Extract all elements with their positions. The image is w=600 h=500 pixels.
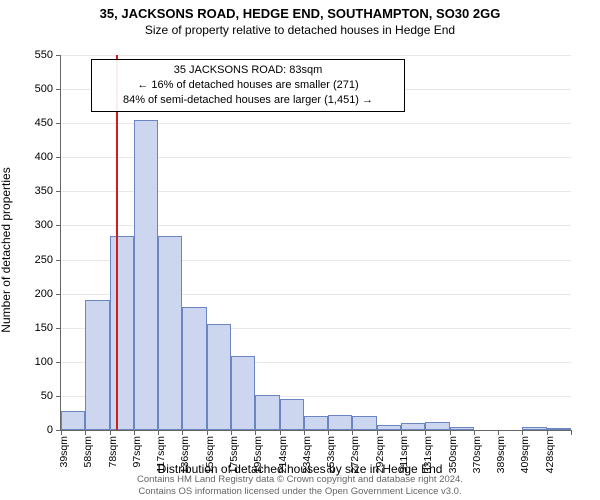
histogram-bar [377,425,401,430]
x-tick [280,430,281,435]
footer-attribution: Contains HM Land Registry data © Crown c… [0,474,600,498]
histogram-bar [231,356,255,430]
x-tick [328,430,329,435]
x-tick [61,430,62,435]
y-tick-label: 300 [35,219,61,231]
histogram-bar [352,416,376,430]
x-tick [352,430,353,435]
y-tick-label: 150 [35,322,61,334]
y-tick-label: 550 [35,49,61,61]
histogram-bar [255,395,279,430]
y-tick-label: 0 [47,424,61,436]
histogram-bar [110,236,134,430]
y-tick-label: 50 [41,390,61,402]
histogram-bar [450,427,474,430]
histogram-bar [280,399,304,430]
annotation-line: 84% of semi-detached houses are larger (… [98,93,398,108]
histogram-bar [522,427,546,430]
annotation-box: 35 JACKSONS ROAD: 83sqm← 16% of detached… [91,59,405,112]
x-tick [474,430,475,435]
x-tick [255,430,256,435]
histogram-bar [328,415,352,430]
x-tick [571,430,572,435]
page-subtitle: Size of property relative to detached ho… [0,21,600,37]
histogram-bar [61,411,85,430]
y-tick-label: 450 [35,117,61,129]
histogram-bar [207,324,231,430]
histogram-bar [85,300,109,430]
gridline [61,55,571,56]
x-tick [522,430,523,435]
y-tick-label: 200 [35,288,61,300]
x-tick [110,430,111,435]
histogram-bar [401,423,425,430]
x-tick [547,430,548,435]
chart-plot-area: 05010015020025030035040045050055039sqm58… [60,55,571,431]
x-tick [85,430,86,435]
page-title: 35, JACKSONS ROAD, HEDGE END, SOUTHAMPTO… [0,0,600,21]
x-tick [450,430,451,435]
annotation-line: 35 JACKSONS ROAD: 83sqm [98,63,398,78]
y-axis-label: Number of detached properties [0,85,13,250]
histogram-bar [547,428,571,430]
histogram-bar [425,422,449,430]
y-tick-label: 400 [35,151,61,163]
x-tick [182,430,183,435]
y-tick-label: 500 [35,83,61,95]
y-tick-label: 100 [35,356,61,368]
x-tick [425,430,426,435]
x-tick [207,430,208,435]
histogram-bar [158,236,182,430]
histogram-bar [182,307,206,430]
x-tick [134,430,135,435]
y-tick-label: 250 [35,254,61,266]
x-tick [401,430,402,435]
x-tick [377,430,378,435]
histogram-bar [134,120,158,430]
annotation-line: ← 16% of detached houses are smaller (27… [98,78,398,93]
histogram-bar [304,416,328,430]
y-tick-label: 350 [35,185,61,197]
x-tick [231,430,232,435]
x-tick [158,430,159,435]
x-tick [304,430,305,435]
x-tick [498,430,499,435]
